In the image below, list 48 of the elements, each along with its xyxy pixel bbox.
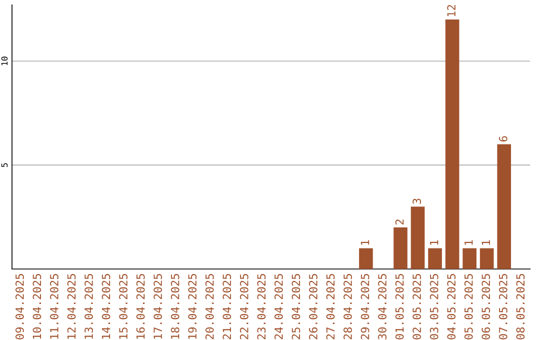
- bar: [480, 248, 494, 269]
- y-tick-label: 10: [1, 56, 8, 66]
- x-tick-label: 18.04.2025: [170, 274, 180, 339]
- bar: [394, 227, 408, 269]
- bar: [428, 248, 442, 269]
- x-tick-label: 08.05.2025: [516, 274, 525, 340]
- data-label: 6: [498, 136, 508, 142]
- x-tick-label: 10.04.2025: [32, 274, 42, 339]
- x-tick-label: 02.05.2025: [412, 274, 422, 340]
- x-tick-label: 05.05.2025: [464, 274, 473, 340]
- y-tick-label: 5: [1, 163, 8, 167]
- x-tick-label: 11.04.2025: [50, 274, 58, 339]
- bar: [359, 248, 373, 269]
- data-label: 12: [447, 5, 456, 16]
- x-tick-label: 12.04.2025: [67, 274, 76, 339]
- bar: [445, 20, 460, 269]
- x-tick-label: 09.04.2025: [15, 274, 24, 340]
- x-tick-label: 03.05.2025: [430, 274, 438, 340]
- x-tick-label: 04.05.2025: [447, 274, 456, 340]
- bar: [410, 206, 425, 269]
- x-tick-label: 13.04.2025: [84, 274, 93, 339]
- data-label: 1: [464, 240, 473, 245]
- data-label: 1: [482, 240, 490, 245]
- data-label: 3: [412, 198, 422, 204]
- x-tick-label: 27.04.2025: [326, 274, 335, 340]
- x-tick-label: 28.04.2025: [344, 274, 352, 340]
- x-tick-label: 21.04.2025: [222, 274, 232, 340]
- x-tick-label: 30.04.2025: [378, 274, 386, 340]
- bar: [462, 248, 476, 269]
- x-tick-label: 14.04.2025: [102, 274, 110, 339]
- x-tick-label: 01.05.2025: [395, 274, 404, 340]
- data-label: 1: [430, 240, 438, 245]
- data-label: 1: [360, 240, 370, 245]
- x-tick-label: 15.04.2025: [119, 274, 128, 339]
- x-tick-label: 16.04.2025: [136, 274, 145, 339]
- x-tick-label: 06.05.2025: [482, 274, 490, 340]
- data-label: 2: [395, 220, 404, 225]
- bar: [497, 144, 512, 269]
- x-tick-label: 23.04.2025: [257, 274, 266, 340]
- x-tick-label: 22.04.2025: [240, 274, 248, 340]
- x-tick-label: 07.05.2025: [498, 274, 508, 340]
- x-tick-label: 24.04.2025: [274, 274, 283, 340]
- x-tick-label: 20.04.2025: [205, 274, 214, 340]
- x-tick-label: 19.04.2025: [188, 274, 197, 339]
- x-tick-label: 17.04.2025: [154, 274, 162, 339]
- x-tick-label: 26.04.2025: [309, 274, 318, 340]
- x-tick-label: 29.04.2025: [360, 274, 370, 340]
- x-tick-label: 25.04.2025: [292, 274, 300, 340]
